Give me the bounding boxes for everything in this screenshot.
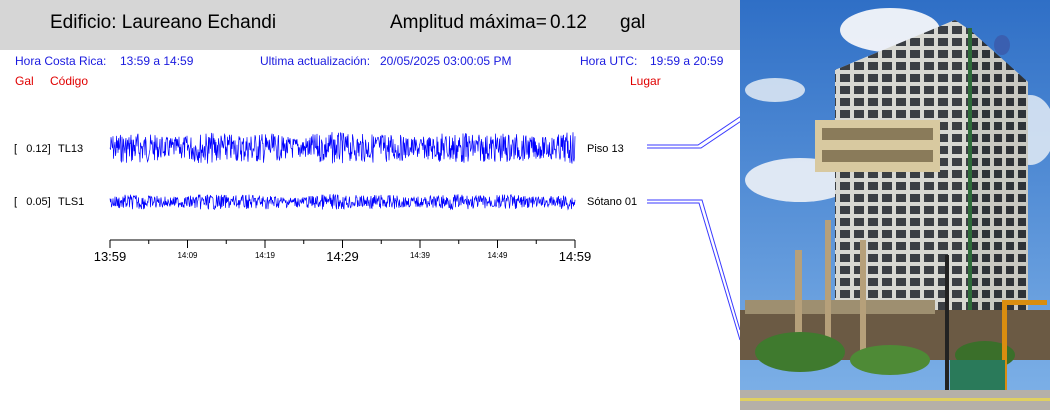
waveform-group xyxy=(109,132,576,211)
max-amplitude-unit: gal xyxy=(620,12,646,33)
building-photo-illustration xyxy=(740,0,1050,410)
title-bar: Edificio: Laureano Echandi Amplitud máxi… xyxy=(0,0,740,50)
local-time-range: 13:59 a 14:59 xyxy=(120,54,194,68)
channel-code: TL13 xyxy=(58,143,84,155)
max-amplitude-value: 0.12 xyxy=(550,12,587,33)
channel-place: Piso 13 xyxy=(587,143,624,155)
axis-tick-label: 14:29 xyxy=(326,249,359,264)
connector-line-piso13 xyxy=(647,102,740,149)
local-time-label: Hora Costa Rica: xyxy=(15,54,107,68)
time-axis: 13:59 14:09 14:19 14:29 14:39 14:49 14:59 xyxy=(94,239,592,264)
utc-time-label: Hora UTC: xyxy=(580,54,638,68)
channel-amplitude: [ 0.05] xyxy=(14,196,51,208)
building-title: Edificio: Laureano Echandi xyxy=(50,12,277,33)
waveform-tl13 xyxy=(109,132,576,164)
axis-tick-label: 14:49 xyxy=(487,251,508,260)
waveform-tls1 xyxy=(109,193,576,211)
last-update-value: 20/05/2025 03:00:05 PM xyxy=(380,54,512,68)
seismogram-panel: 13:59 14:09 14:19 14:29 14:39 14:49 14:59 xyxy=(94,99,740,341)
code-column-header: Código xyxy=(50,74,89,88)
max-amplitude-label: Amplitud máxima= xyxy=(390,12,547,33)
channel-code: TLS1 xyxy=(58,196,85,208)
channel-amplitude: [ 0.12] xyxy=(14,143,51,155)
gal-column-header: Gal xyxy=(15,74,34,88)
axis-tick-label: 14:39 xyxy=(410,251,431,260)
connector-line-sotano01 xyxy=(647,202,740,341)
connector-lines xyxy=(647,99,740,341)
axis-tick-label: 14:59 xyxy=(559,249,592,264)
building-photo xyxy=(740,0,1050,410)
channel-place: Sótano 01 xyxy=(587,196,638,208)
axis-tick-label: 13:59 xyxy=(94,249,127,264)
connector-line-sotano01 xyxy=(647,199,740,331)
connector-line-piso13 xyxy=(647,99,740,146)
axis-tick-label: 14:19 xyxy=(255,251,276,260)
axis-tick-label: 14:09 xyxy=(177,251,198,260)
place-column-header: Lugar xyxy=(630,74,661,88)
utc-time-range: 19:59 a 20:59 xyxy=(650,54,724,68)
last-update-label: Ultima actualización: xyxy=(260,54,371,68)
